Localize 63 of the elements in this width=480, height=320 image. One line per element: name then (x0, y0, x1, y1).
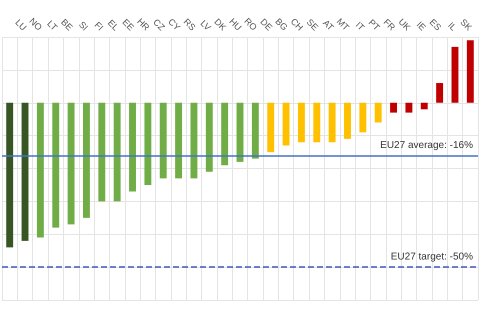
bar (129, 102, 136, 192)
bar (36, 102, 44, 238)
bar (390, 102, 398, 113)
x-tick-label: PT (366, 17, 382, 33)
x-tick-label: MT (334, 16, 352, 33)
x-tick-label: CY (166, 16, 182, 33)
x-tick-label: CH (288, 16, 305, 33)
bar (190, 102, 198, 178)
x-tick-label: LT (45, 18, 60, 33)
x-tick-label: FR (382, 16, 398, 33)
x-tick-label: SE (304, 16, 320, 33)
x-tick-label: CZ (151, 16, 168, 33)
bar (452, 46, 458, 103)
x-tick-label: IE (414, 19, 428, 33)
x-tick-label: BE (59, 16, 75, 33)
x-tick-label: AT (320, 18, 336, 33)
bar (436, 83, 444, 103)
x-tick-label: LU (13, 17, 29, 33)
bar (344, 102, 351, 139)
bar (52, 102, 60, 228)
x-tick-label: NO (27, 16, 44, 33)
x-tick-label: DK (212, 16, 228, 33)
bar (6, 102, 14, 248)
bar (328, 102, 336, 142)
x-tick-label: UK (396, 16, 412, 33)
bar (68, 102, 75, 224)
ref-line-label: EU27 average: -16% (380, 140, 474, 151)
x-tick-label: EL (106, 18, 121, 33)
bar (359, 102, 366, 132)
bar (420, 102, 428, 110)
x-tick-label: LV (198, 18, 213, 33)
bar (466, 40, 474, 103)
x-tick-label: SK (458, 16, 474, 33)
bar (82, 102, 90, 218)
bar (374, 102, 382, 122)
x-tick-label: IL (446, 20, 459, 33)
x-tick-label: ES (428, 16, 444, 33)
ref-line-label: EU27 target: -50% (390, 252, 474, 263)
bar (206, 102, 213, 172)
bar (298, 102, 305, 142)
bar (405, 102, 412, 113)
bar (236, 102, 244, 162)
x-tick-label: DE (258, 16, 274, 33)
bar (22, 102, 28, 241)
x-tick-label: BG (273, 16, 290, 33)
bar (98, 102, 106, 202)
x-tick-label: IT (354, 20, 367, 33)
x-tick-label: SI (76, 19, 90, 33)
bar (114, 102, 121, 202)
bar (221, 102, 228, 166)
bar (144, 102, 152, 185)
bar (175, 102, 182, 178)
x-tick-label: RO (242, 16, 259, 33)
bar (160, 102, 167, 178)
x-tick-label: HR (135, 16, 152, 33)
bar (267, 102, 274, 152)
bar (252, 102, 259, 159)
x-tick-label: RS (182, 16, 198, 33)
bar (282, 102, 290, 146)
x-tick-label: HU (227, 16, 244, 33)
x-tick-label: FI (92, 20, 106, 33)
bar (313, 102, 320, 142)
x-tick-label: EE (120, 16, 136, 33)
